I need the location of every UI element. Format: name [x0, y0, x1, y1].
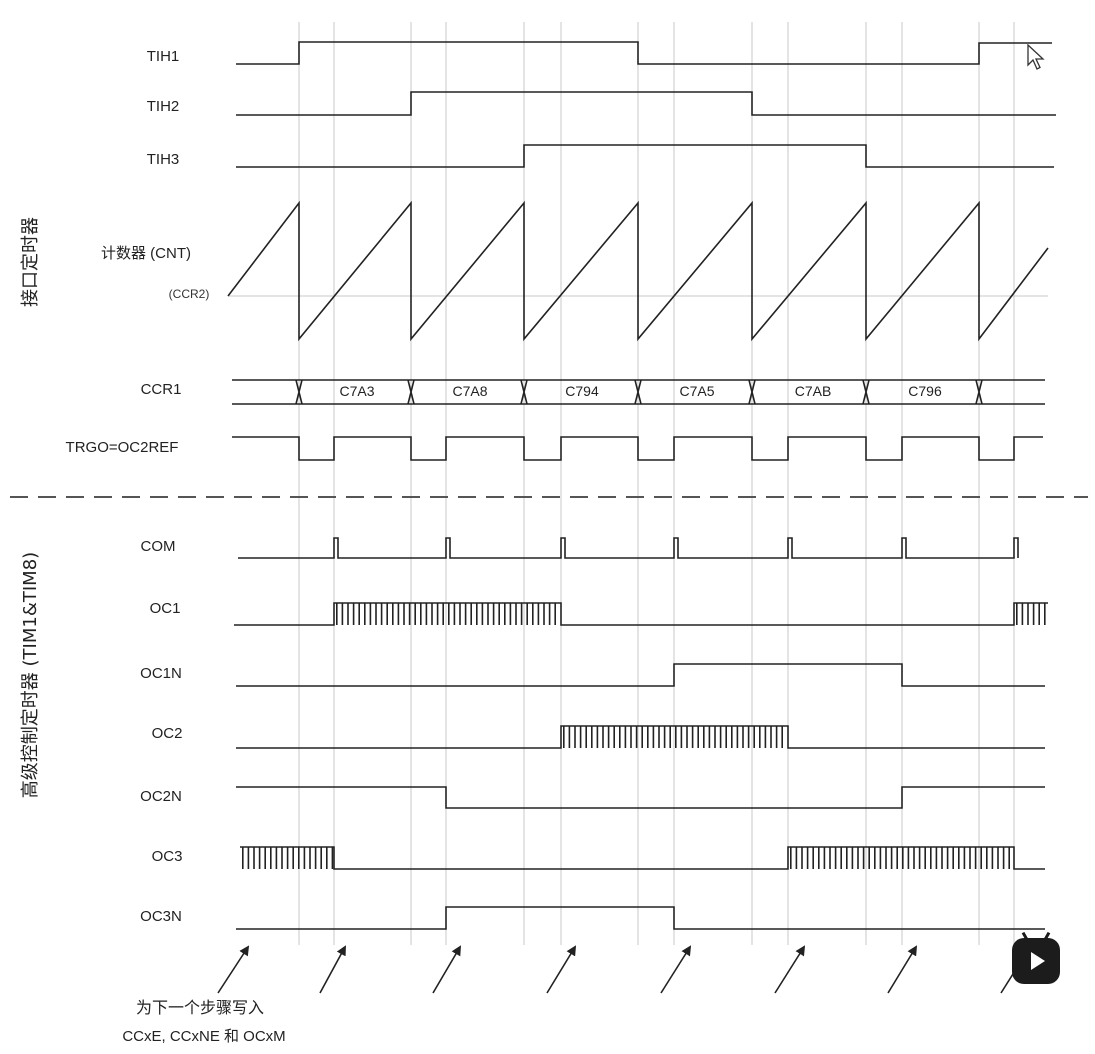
side-title-interface-timer: 接口定时器: [20, 217, 41, 307]
wave-oc2-base: [236, 725, 1045, 749]
wave-oc3-base: [240, 846, 1045, 870]
ccr1-transition-0: [295, 379, 303, 405]
ccr1-transition-2: [520, 379, 528, 405]
ccr1-transition-3: [634, 379, 642, 405]
ccr1-value-2: C794: [565, 383, 599, 399]
wave-tih2: [236, 91, 1056, 116]
write-arrows: [217, 945, 1032, 994]
wave-oc3n: [236, 906, 1045, 930]
wave-counter: [227, 200, 1049, 342]
wave-trgo: [232, 436, 1043, 461]
write-arrow-4: [660, 945, 692, 994]
write-arrow-1: [319, 945, 346, 994]
ccr1-value-3: C7A5: [679, 383, 714, 399]
wave-oc1-base: [234, 602, 1048, 626]
label-oc1n: OC1N: [140, 665, 182, 682]
ccr1-value-0: C7A3: [339, 383, 374, 399]
play-triangle-icon: [1031, 952, 1045, 970]
wave-oc3-pwm: [242, 847, 1010, 869]
ccr1-bus: C7A3 C7A8 C794 C7A5 C7AB C796: [232, 379, 1045, 405]
note-line1: 为下一个步骤写入: [136, 998, 264, 1017]
grid-lines: [228, 22, 1048, 945]
oc1-pwm-pulses: [336, 603, 556, 625]
write-arrow-2: [432, 945, 462, 994]
wave-com: [238, 537, 1019, 559]
ccr1-transition-1: [407, 379, 415, 405]
ccr1-value-4: C7AB: [795, 383, 832, 399]
ccr1-transition-5: [862, 379, 870, 405]
note-line2: CCxE, CCxNE 和 OCxM: [122, 1028, 285, 1045]
write-arrow-0: [217, 945, 250, 994]
oc1-pwm-pulses: [1016, 603, 1046, 625]
oc2-pwm-pulses: [563, 726, 783, 748]
label-ccr1: CCR1: [141, 381, 182, 398]
label-tih1: TIH1: [147, 48, 180, 65]
write-arrow-5: [774, 945, 806, 994]
play-button-icon[interactable]: [1012, 931, 1060, 984]
ccr1-transition-6: [975, 379, 983, 405]
label-tih3: TIH3: [147, 151, 180, 168]
ccr1-transition-4: [748, 379, 756, 405]
oc3-pwm-pulses: [790, 847, 1010, 869]
label-oc2n: OC2N: [140, 788, 182, 805]
mouse-pointer-icon: [1027, 44, 1045, 70]
label-ccr2: (CCR2): [169, 287, 210, 301]
label-oc3: OC3: [152, 848, 183, 865]
wave-tih3: [236, 144, 1054, 168]
wave-oc1-pwm: [336, 603, 1046, 625]
write-arrow-6: [887, 945, 918, 994]
label-com: COM: [141, 538, 176, 555]
label-trgo: TRGO=OC2REF: [66, 439, 179, 456]
wave-tih1: [236, 41, 1052, 65]
wave-oc2n: [236, 786, 1045, 809]
oc3-pwm-pulses: [242, 847, 334, 869]
label-oc2: OC2: [152, 725, 183, 742]
ccr1-value-1: C7A8: [452, 383, 487, 399]
wave-oc1n: [236, 663, 1045, 687]
write-arrow-3: [546, 945, 577, 994]
side-title-advanced-timer: 高级控制定时器 (TIM1&TIM8): [20, 552, 41, 798]
ccr1-value-5: C796: [908, 383, 942, 399]
label-oc1: OC1: [150, 600, 181, 617]
label-tih2: TIH2: [147, 98, 180, 115]
label-oc3n: OC3N: [140, 908, 182, 925]
wave-oc2-pwm: [563, 726, 783, 748]
label-cnt: 计数器 (CNT): [101, 245, 191, 262]
